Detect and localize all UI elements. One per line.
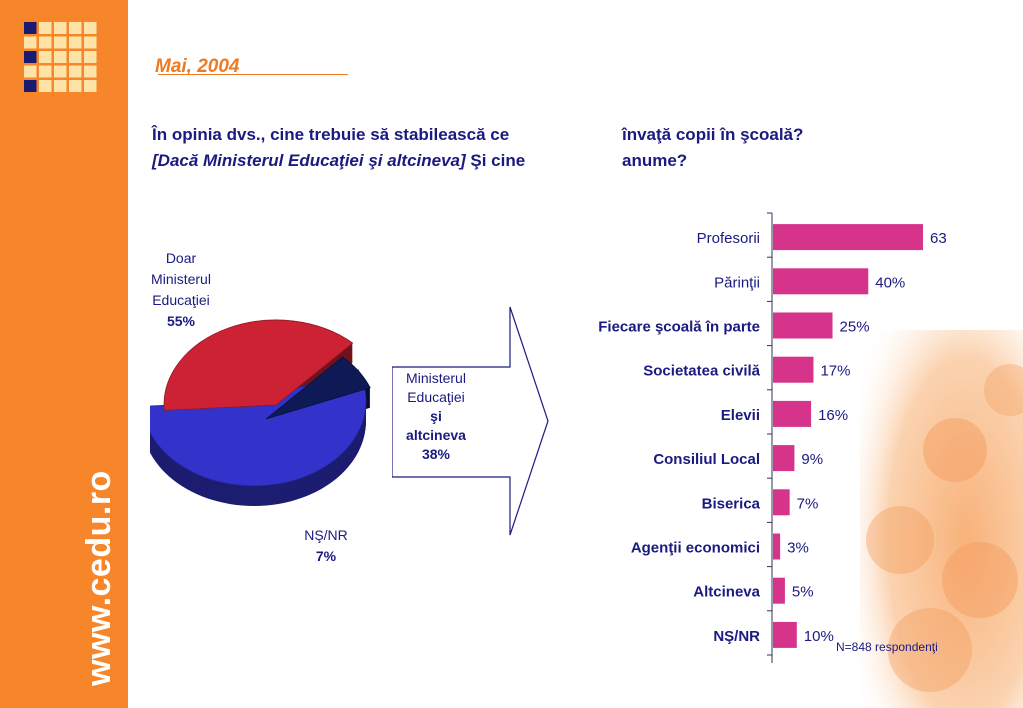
bar	[773, 356, 814, 383]
logo-cell	[54, 36, 67, 49]
pie-label-only-ministry: Doar Ministerul Educaţiei 55%	[140, 248, 222, 332]
site-url[interactable]: www.cedu.ro	[80, 470, 118, 686]
logo-cell	[69, 51, 82, 63]
value-label: 40%	[875, 274, 905, 291]
logo-cell	[54, 80, 67, 92]
logo-cell	[54, 22, 67, 34]
question-line-1-end: învaţă copii în şcoală?	[622, 125, 804, 144]
question-condition: [Dacă Ministerul Educaţiei şi altcineva]	[152, 151, 466, 170]
logo-cell	[54, 65, 67, 78]
logo-cell	[69, 65, 82, 78]
value-label: 17%	[820, 363, 850, 380]
arrow-label-line: Ministerul	[406, 370, 466, 386]
orange-sidebar: www.cedu.ro	[0, 0, 128, 708]
category-label: Societatea civilă	[643, 363, 760, 380]
logo-cell	[39, 51, 52, 63]
arrow-label-line: şi	[430, 408, 442, 424]
value-label: 16%	[818, 407, 848, 424]
logo-cell	[24, 65, 37, 78]
question-line-2-end: anume?	[622, 151, 688, 170]
survey-date: Mai, 2004	[155, 56, 240, 77]
bar	[773, 312, 833, 339]
logo-cell	[39, 22, 52, 34]
category-label: Profesorii	[697, 230, 760, 247]
bar	[773, 533, 781, 560]
logo-cell	[84, 80, 97, 92]
question-line-2: [Dacă Ministerul Educaţiei şi altcineva]…	[152, 151, 525, 171]
bar	[773, 445, 795, 472]
arrow-label-ministry-and-others: Ministerul Educaţiei şi altcineva 38%	[395, 369, 477, 464]
pie-slice	[265, 356, 371, 420]
logo-cell	[84, 36, 97, 49]
category-label: Consiliul Local	[653, 451, 760, 468]
pie-chart	[150, 319, 371, 506]
bar-chart: Profesorii 63 Părinţii 40% Fiecare şcoală în…	[598, 212, 947, 663]
logo-cell	[24, 36, 37, 49]
value-label: 7%	[797, 495, 819, 512]
pie-slice	[163, 319, 354, 411]
pie-value-label: 55%	[166, 313, 196, 329]
bar	[773, 224, 923, 251]
logo-cell	[69, 80, 82, 92]
children-photo-background	[860, 330, 1023, 708]
pie-label-line: Doar	[165, 250, 197, 266]
bar	[773, 577, 785, 604]
logo-cell	[69, 22, 82, 34]
question-line-2-rest: Şi cine	[465, 151, 526, 170]
bar	[773, 400, 812, 427]
category-label: Fiecare şcoală în parte	[598, 319, 760, 336]
grid-logo-icon	[24, 22, 97, 92]
arrow-shape	[392, 306, 549, 536]
bar	[773, 268, 869, 295]
category-label: Altcineva	[693, 584, 760, 601]
pie-value-label: 38%	[421, 446, 451, 462]
bar	[773, 489, 790, 516]
logo-cell	[54, 51, 67, 63]
sample-size-note: N=848 respondenţi	[836, 640, 938, 654]
logo-cell	[39, 80, 52, 92]
value-label: 63	[930, 230, 947, 247]
logo-cell-navy	[24, 80, 37, 92]
logo-cell-navy	[24, 22, 37, 34]
logo-cell	[84, 22, 97, 34]
logo-cell	[84, 51, 97, 63]
category-label: NŞ/NR	[713, 628, 760, 645]
pie-label-line: NŞ/NR	[304, 527, 348, 543]
logo-cell	[39, 65, 52, 78]
value-label: 9%	[801, 451, 823, 468]
category-label: Agenţii economici	[631, 540, 760, 557]
value-label: 25%	[840, 319, 870, 336]
pie-value-label: 7%	[315, 548, 337, 564]
arrow-label-line: altcineva	[406, 427, 466, 443]
question-line-1: În opinia dvs., cine trebuie să stabilea…	[152, 125, 510, 144]
value-label: 3%	[787, 540, 809, 557]
pie-label-line: Educaţiei	[152, 292, 210, 308]
category-label: Elevii	[721, 407, 760, 424]
category-label: Părinţii	[714, 274, 760, 291]
date-underline	[158, 74, 348, 75]
logo-cell	[39, 36, 52, 49]
logo-cell-navy	[24, 51, 37, 63]
bar	[773, 621, 797, 648]
logo-cell	[69, 36, 82, 49]
pie-label-dk-na: NŞ/NR 7%	[286, 525, 366, 567]
logo-cell	[84, 65, 97, 78]
value-label: 10%	[804, 628, 834, 645]
pie-label-line: Ministerul	[151, 271, 211, 287]
category-label: Biserica	[702, 495, 761, 512]
arrow-label-line: Educaţiei	[407, 389, 465, 405]
value-label: 5%	[792, 584, 814, 601]
